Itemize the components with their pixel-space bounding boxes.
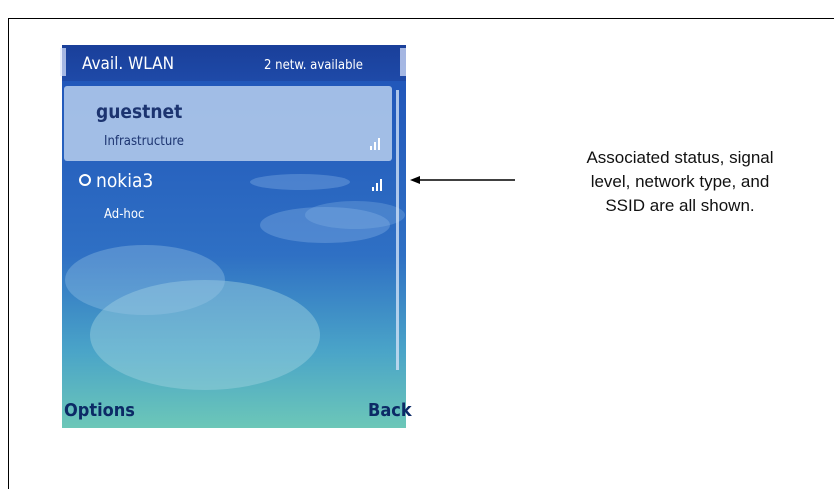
annotation-line: Associated status, signal — [586, 148, 774, 167]
network-type: Infrastructure — [104, 134, 184, 149]
annotation-line: SSID are all shown. — [605, 196, 755, 215]
network-name: guestnet — [96, 101, 183, 123]
annotation-line: level, network type, and — [590, 172, 770, 191]
softkey-right[interactable]: Back — [368, 400, 412, 421]
annotation: Associated status, signal level, network… — [540, 146, 820, 218]
header-title: Avail. WLAN — [82, 54, 175, 74]
network-name[interactable]: nokia3 — [96, 170, 154, 192]
network-type: Ad-hoc — [104, 207, 145, 222]
page: Avail. WLAN 2 netw. available guestnet I… — [8, 18, 834, 489]
frame — [8, 18, 834, 489]
softkey-left[interactable]: Options — [64, 400, 135, 421]
header-status: 2 netw. available — [264, 58, 363, 73]
phone-screen — [60, 45, 515, 428]
